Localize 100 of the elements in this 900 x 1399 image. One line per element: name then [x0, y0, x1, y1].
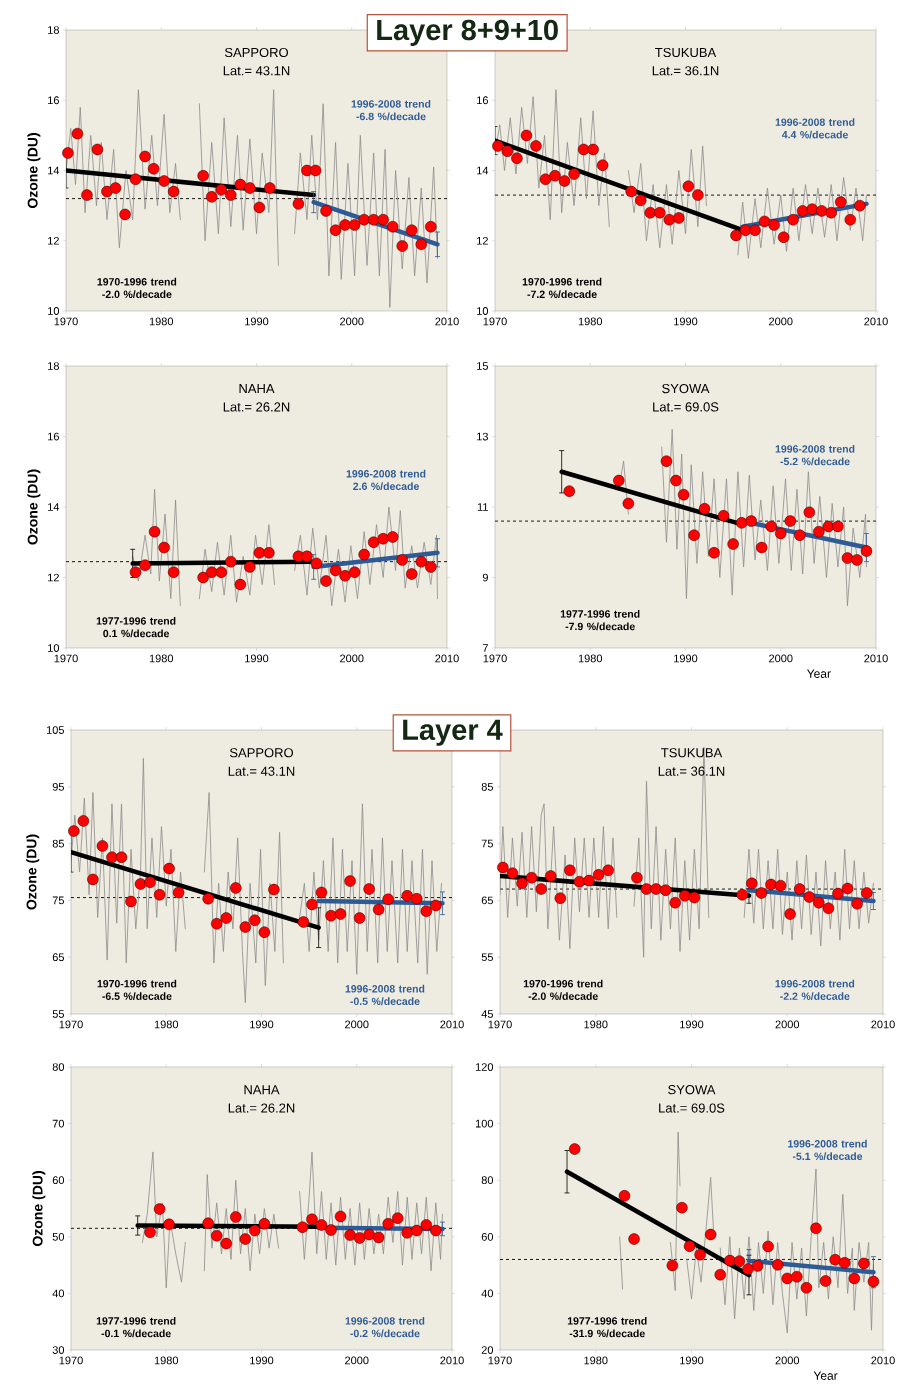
point	[654, 206, 666, 219]
x-tick-label: 1990	[250, 1020, 274, 1029]
y-tick-label: 14	[48, 166, 60, 175]
x-tick-label: 2000	[769, 317, 793, 326]
y-axis-title: Ozone (DU)	[32, 1171, 46, 1247]
point	[819, 1275, 832, 1287]
x-tick-label: 2000	[769, 654, 793, 663]
point	[822, 902, 835, 915]
point	[666, 1259, 679, 1272]
x-tick-label: 2010	[871, 1020, 895, 1029]
point	[530, 140, 542, 152]
point	[592, 869, 605, 881]
text: 1996-2008 trend -0.2 %/decade	[345, 1316, 425, 1338]
point	[682, 180, 695, 193]
point	[244, 561, 256, 573]
point	[628, 1233, 640, 1245]
point	[325, 1224, 337, 1236]
y-tick-label: 12	[48, 236, 59, 245]
point	[202, 893, 214, 905]
point	[387, 221, 399, 233]
point	[144, 876, 156, 888]
point	[568, 1143, 581, 1155]
y-tick-label: 65	[481, 896, 493, 905]
y-tick-label: 95	[52, 782, 64, 791]
y-tick-label: 60	[52, 1176, 65, 1185]
point	[315, 886, 328, 899]
text: 1996-2008 trend -0.5 %/decade	[345, 984, 425, 1006]
x-tick-label: 1980	[149, 654, 174, 663]
point	[406, 568, 418, 580]
point	[739, 224, 752, 236]
y-tick-label: 13	[477, 432, 488, 441]
x-tick-label: 1990	[245, 317, 269, 326]
text: 1970-1996 trend -7.2 %/decade	[522, 277, 602, 299]
y-tick-label: 16	[48, 432, 59, 441]
point	[382, 893, 394, 905]
text: Lat.= 26.2N	[223, 402, 290, 412]
text: SYOWA	[662, 383, 710, 394]
point	[144, 1226, 156, 1238]
y-tick-label: 18	[48, 26, 59, 34]
point	[163, 862, 175, 875]
text: SAPPORO	[224, 47, 289, 58]
x-tick-label: 2000	[340, 317, 364, 326]
point	[239, 1233, 252, 1245]
point	[708, 547, 720, 559]
text: 1977-1996 trend -0.1 %/decade	[96, 1316, 176, 1338]
point	[787, 213, 799, 226]
point	[301, 550, 313, 563]
point	[613, 474, 625, 487]
point	[724, 1254, 736, 1267]
y-tick-label: 75	[52, 896, 64, 905]
x-tick-label: 1990	[674, 654, 698, 663]
point	[406, 224, 418, 236]
y-tick-label: 45	[481, 1010, 493, 1018]
point	[564, 864, 576, 877]
text: 1996-2008 trend -5.2 %/decade	[775, 444, 855, 466]
point	[679, 890, 691, 902]
x-tick-label: 1970	[483, 654, 507, 663]
point	[315, 1219, 328, 1231]
point	[334, 908, 347, 920]
point	[306, 898, 318, 911]
x-tick-label: 2010	[440, 1020, 464, 1029]
point	[803, 506, 816, 518]
text: Lat.= 43.1N	[223, 66, 290, 76]
point	[225, 189, 237, 201]
text: 1996-2008 trend 2.6 %/decade	[346, 469, 426, 491]
y-axis-title: Ozone (DU)	[27, 469, 41, 545]
point	[839, 1257, 851, 1269]
point	[253, 201, 266, 214]
x-tick-label: 2010	[864, 317, 888, 326]
y-tick-label: 14	[477, 166, 489, 175]
point	[492, 140, 504, 152]
point	[415, 555, 427, 568]
text: NAHA	[239, 384, 275, 394]
point	[602, 864, 614, 877]
point	[810, 1222, 822, 1235]
y-tick-label: 100	[475, 1119, 494, 1128]
point	[167, 185, 180, 198]
point	[206, 566, 218, 578]
point	[673, 212, 685, 224]
y-tick-label: 60	[481, 1232, 494, 1241]
text: TSUKUBA	[655, 47, 717, 58]
x-tick-label: 1970	[483, 317, 507, 326]
point	[372, 903, 385, 916]
x-tick-label: 1970	[59, 1356, 83, 1365]
point	[377, 213, 389, 226]
y-tick-label: 14	[48, 503, 60, 511]
y-axis-title: Ozone (DU)	[26, 834, 40, 910]
x-tick-label: 1980	[154, 1020, 179, 1029]
text: 1996-2008 trend -6.8 %/decade	[351, 99, 431, 121]
point	[172, 886, 185, 899]
point	[704, 1228, 717, 1241]
point	[775, 527, 787, 540]
point	[339, 570, 351, 582]
point	[677, 488, 690, 501]
y-tick-label: 120	[475, 1063, 494, 1071]
x-tick-label: 2010	[871, 1356, 895, 1365]
point	[158, 541, 170, 554]
point	[215, 566, 227, 578]
point	[688, 891, 701, 904]
x-tick-label: 2010	[864, 654, 888, 663]
